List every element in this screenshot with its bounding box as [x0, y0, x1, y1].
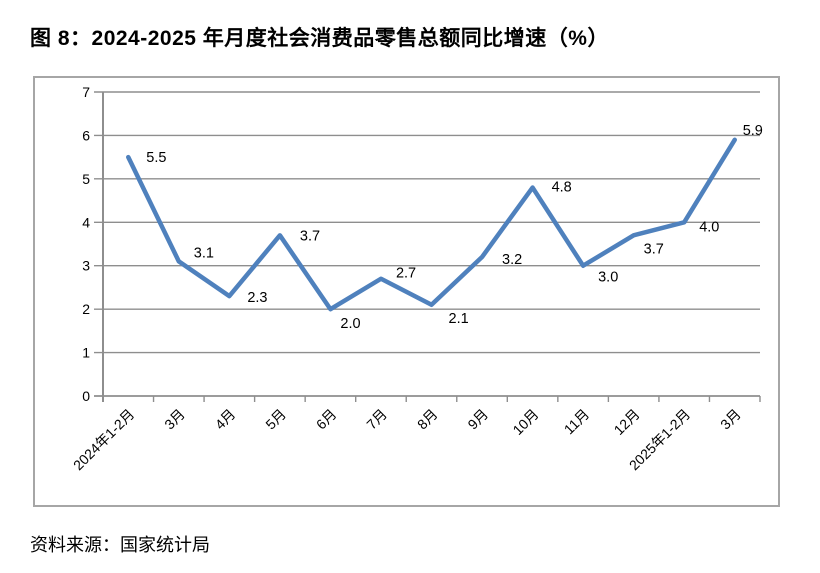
y-axis-tick-label: 6	[82, 127, 90, 143]
x-axis-tick-label: 8月	[414, 406, 441, 433]
x-axis-tick-label: 9月	[464, 406, 491, 433]
data-label: 2.1	[449, 311, 469, 327]
x-axis-tick-label: 6月	[313, 406, 340, 433]
x-axis-tick-label: 5月	[262, 406, 289, 433]
source-note: 资料来源：国家统计局	[30, 535, 210, 555]
chart-container: 0 1 2 3 4 5 6 7 2024年1-2月 3月 4月 5月 6月 7月 8月 9月 10月 11月 12月…	[33, 76, 780, 507]
data-label: 4.8	[552, 180, 572, 196]
data-label: 3.7	[644, 241, 664, 257]
data-label: 3.2	[502, 252, 522, 268]
x-axis-tick-label: 3月	[717, 406, 744, 433]
data-label: 4.0	[699, 219, 719, 235]
x-axis-tick-label: 12月	[611, 406, 643, 438]
x-axis-tick-label: 7月	[363, 406, 390, 433]
series-line	[126, 137, 737, 312]
data-label: 3.1	[194, 245, 214, 261]
y-axis-tick-label: 3	[82, 258, 90, 274]
figure-title: 图 8：2024-2025 年月度社会消费品零售总额同比增速（%）	[30, 27, 609, 50]
x-axis-tick-label: 2024年1-2月	[70, 406, 137, 473]
x-axis-tick-label: 11月	[561, 406, 592, 437]
line-chart: 0 1 2 3 4 5 6 7 2024年1-2月 3月 4月 5月 6月 7月 8月 9月 10月 11月 12月…	[70, 84, 763, 473]
y-axis-tick-label: 7	[82, 84, 90, 100]
data-label: 2.7	[396, 266, 416, 282]
data-label: 3.0	[598, 270, 618, 286]
y-axis-tick-label: 4	[82, 214, 90, 230]
data-label: 5.5	[146, 150, 166, 166]
data-label: 3.7	[300, 228, 320, 244]
data-label: 5.9	[743, 123, 763, 139]
y-axis-tick-label: 0	[82, 388, 90, 404]
x-axis-tick-label: 10月	[509, 406, 541, 438]
y-axis-tick-label: 5	[82, 171, 90, 187]
data-label: 2.3	[247, 290, 267, 306]
x-axis-tick-label: 4月	[212, 406, 239, 433]
y-axis-tick-label: 2	[82, 301, 90, 317]
y-axis-tick-label: 1	[82, 345, 90, 361]
data-label: 2.0	[340, 316, 360, 332]
x-axis-tick-label: 3月	[161, 406, 188, 433]
